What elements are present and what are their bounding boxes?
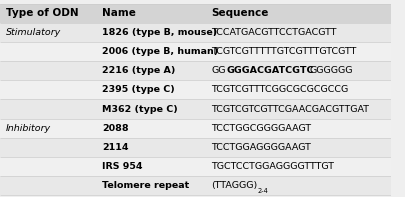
Text: GG: GG: [211, 66, 226, 75]
Text: TCGTCGTTTTTGTCGTTTGTCGTT: TCGTCGTTTTTGTCGTTTGTCGTT: [211, 47, 357, 56]
Text: GGGACGATCGTC: GGGACGATCGTC: [227, 66, 314, 75]
Text: TCGTCGTCGTTCGAACGACGTTGAT: TCGTCGTCGTTCGAACGACGTTGAT: [211, 105, 369, 113]
Text: 2114: 2114: [102, 143, 128, 152]
Text: 2-4: 2-4: [258, 188, 268, 194]
Text: Name: Name: [102, 8, 136, 19]
Text: Stimulatory: Stimulatory: [6, 28, 61, 37]
Text: GGGGGG: GGGGGG: [309, 66, 353, 75]
Text: 1826 (type B, mouse): 1826 (type B, mouse): [102, 28, 217, 37]
Text: 2088: 2088: [102, 124, 128, 133]
Bar: [0, 61, 391, 80]
Text: TCCTGGAGGGGAAGT: TCCTGGAGGGGAAGT: [211, 143, 311, 152]
Bar: [0, 119, 391, 138]
Bar: [0, 80, 391, 99]
Text: (TTAGGG): (TTAGGG): [211, 181, 258, 190]
Text: 2006 (type B, human): 2006 (type B, human): [102, 47, 218, 56]
Bar: [0, 138, 391, 157]
Text: Telomere repeat: Telomere repeat: [102, 181, 189, 190]
Bar: [0, 176, 391, 195]
Bar: [0, 157, 391, 176]
Bar: [0, 23, 391, 42]
Bar: [0, 99, 391, 119]
Text: Type of ODN: Type of ODN: [6, 8, 79, 19]
Text: M362 (type C): M362 (type C): [102, 105, 177, 113]
Text: Inhibitory: Inhibitory: [6, 124, 51, 133]
Text: IRS 954: IRS 954: [102, 162, 142, 171]
Bar: [0, 4, 391, 23]
Text: 2216 (type A): 2216 (type A): [102, 66, 175, 75]
Text: 2395 (type C): 2395 (type C): [102, 85, 175, 94]
Text: TGCTCCTGGAGGGGTTTGT: TGCTCCTGGAGGGGTTTGT: [211, 162, 335, 171]
Text: TCCATGACGTTCCTGACGTT: TCCATGACGTTCCTGACGTT: [211, 28, 337, 37]
Text: TCGTCGTTTCGGCGCGCGCCG: TCGTCGTTTCGGCGCGCGCCG: [211, 85, 349, 94]
Text: TCCTGGCGGGGAAGT: TCCTGGCGGGGAAGT: [211, 124, 311, 133]
Bar: [0, 42, 391, 61]
Text: Sequence: Sequence: [211, 8, 269, 19]
